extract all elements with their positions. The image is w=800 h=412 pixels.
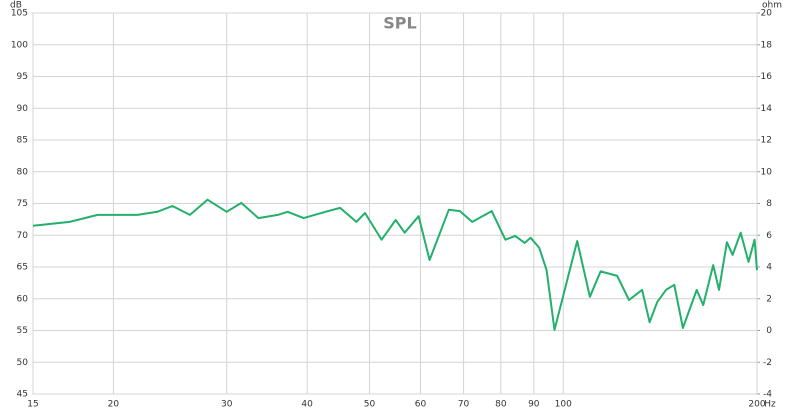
y-tick-label: 65: [17, 263, 28, 273]
y2-tick-label: -2: [763, 358, 772, 368]
y-tick-label: 70: [17, 231, 29, 241]
x-axis-unit: Hz: [764, 400, 776, 410]
y2-tick-label: 14: [761, 104, 773, 114]
y-tick-label: 60: [17, 294, 29, 304]
y2-tick-label: 6: [766, 231, 772, 241]
y2-tick-label: -4: [763, 390, 772, 400]
y2-tick-label: 4: [766, 263, 772, 273]
y2-tick-label: 16: [761, 72, 773, 82]
x-tick-label: 100: [555, 400, 572, 410]
y-tick-label: 95: [17, 72, 28, 82]
x-tick-label: 20: [108, 400, 120, 410]
x-tick-label: 90: [528, 400, 540, 410]
x-tick-label: 50: [364, 400, 376, 410]
y2-tick-label: 18: [761, 40, 773, 50]
y-tick-label: 75: [17, 199, 28, 209]
y-axis-label: dB: [10, 1, 22, 11]
y-tick-label: 100: [11, 40, 28, 50]
spl-line: [32, 198, 758, 331]
chart-title: SPL: [383, 14, 416, 33]
y-tick-label: 105: [11, 9, 28, 19]
y2-tick-label: 2: [766, 294, 772, 304]
y2-tick-label: 10: [761, 167, 773, 177]
x-tick-label: 40: [301, 400, 313, 410]
x-tick-label: 80: [495, 400, 507, 410]
y-tick-label: 50: [17, 358, 29, 368]
y2-tick-label: 0: [766, 326, 772, 336]
y-tick-label: 45: [17, 390, 28, 400]
y-tick-label: 55: [17, 326, 28, 336]
y2-tick-label: 20: [761, 9, 773, 19]
y2-tick-label: 12: [761, 136, 772, 146]
x-tick-label: 15: [27, 400, 38, 410]
x-tick-label: 30: [221, 400, 233, 410]
x-tick-label: 70: [458, 400, 470, 410]
y2-tick-label: 8: [766, 199, 772, 209]
y-tick-label: 90: [17, 104, 29, 114]
y2-axis-label: ohm: [762, 1, 782, 11]
y-tick-label: 85: [17, 136, 28, 146]
y-tick-label: 80: [17, 167, 29, 177]
x-tick-label: 60: [415, 400, 427, 410]
x-tick-label: 200: [748, 400, 765, 410]
